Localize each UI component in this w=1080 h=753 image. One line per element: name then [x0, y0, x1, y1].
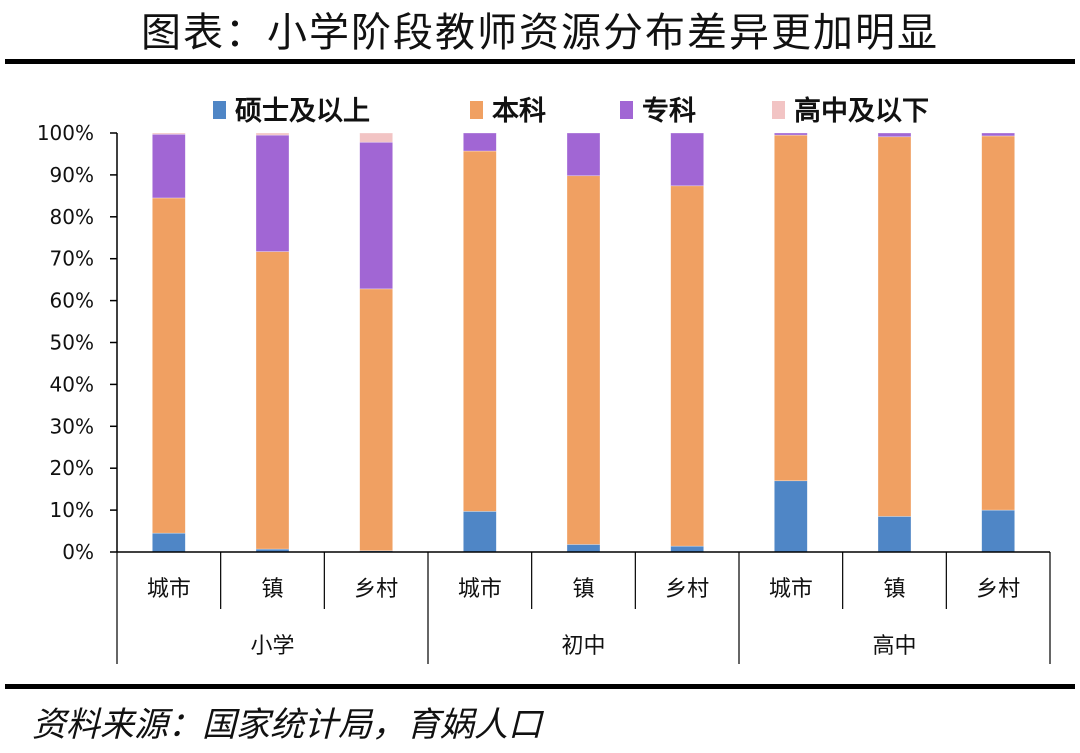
bar-segment-2 [152, 133, 186, 199]
y-tick-label: 10% [50, 498, 94, 522]
bar-segment-2 [255, 134, 290, 252]
y-tick-label: 0% [62, 540, 94, 564]
y-tick-label: 100% [37, 121, 94, 145]
legend-label: 高中及以下 [794, 95, 929, 127]
bar-segment-2 [981, 132, 1015, 137]
bar-segment-1 [670, 185, 704, 547]
x-category-label: 城市 [458, 577, 502, 602]
x-group-label: 初中 [561, 634, 605, 659]
bar-segment-0 [774, 480, 808, 553]
bar-segment-2 [670, 132, 704, 187]
x-group-label: 高中 [872, 634, 916, 659]
x-category-label: 城市 [147, 577, 191, 602]
chart-title: 图表：小学阶段教师资源分布差异更加明显 [141, 10, 939, 56]
bar-segment-1 [877, 136, 912, 517]
bar-segment-3 [152, 132, 186, 135]
bar-segment-1 [566, 175, 601, 545]
legend-swatch [213, 101, 226, 119]
x-category-label: 城市 [769, 577, 813, 602]
bar-segment-0 [877, 516, 912, 553]
bar-segment-1 [981, 135, 1015, 511]
y-tick-label: 70% [50, 247, 94, 271]
y-tick-label: 40% [50, 372, 94, 396]
y-tick-label: 80% [50, 205, 94, 229]
y-tick-label: 90% [50, 163, 94, 187]
bar-segment-1 [463, 150, 497, 512]
bar-segment-2 [774, 132, 808, 136]
y-tick-label: 50% [50, 331, 94, 355]
bar-segment-2 [463, 132, 497, 152]
bar-segment-1 [255, 251, 290, 550]
top-rule [5, 59, 1075, 64]
source-note: 资料来源：国家统计局，育娲人口 [32, 705, 545, 745]
x-category-label: 乡村 [665, 577, 709, 602]
x-category-label: 乡村 [976, 577, 1020, 602]
y-tick-label: 60% [50, 289, 94, 313]
bar-segment-2 [566, 132, 601, 177]
bar-segment-0 [981, 509, 1015, 553]
legend-swatch [470, 101, 483, 119]
bar-segment-3 [359, 132, 393, 143]
bar-segment-0 [670, 545, 704, 553]
bar-segment-1 [774, 134, 808, 482]
y-tick-label: 20% [50, 456, 94, 480]
x-category-label: 镇 [572, 577, 594, 602]
bar-segment-0 [463, 511, 497, 553]
y-axis: 0% 10% 20% 30% 40% 50% 60% 70% 80% 90% 100% [37, 121, 118, 564]
legend: 硕士及以上 本科 专科 高中及以下 [213, 95, 929, 127]
x-group-label: 小学 [250, 634, 294, 659]
legend-swatch [772, 101, 785, 119]
bars [152, 132, 1015, 553]
bar-segment-2 [877, 132, 912, 138]
x-category-label: 镇 [883, 577, 905, 602]
legend-label: 本科 [492, 96, 546, 127]
legend-label: 硕士及以上 [235, 96, 370, 127]
legend-label: 专科 [642, 96, 696, 127]
bar-segment-0 [152, 532, 186, 553]
bar-segment-0 [566, 544, 601, 553]
bar-segment-1 [152, 197, 186, 534]
bar-segment-2 [359, 141, 393, 290]
x-category-label: 乡村 [354, 577, 398, 602]
bar-segment-1 [359, 288, 393, 552]
legend-swatch [620, 101, 633, 119]
bottom-rule [5, 684, 1075, 689]
y-tick-label: 30% [50, 414, 94, 438]
bar-segment-3 [255, 132, 290, 136]
x-category-label: 镇 [261, 577, 283, 602]
